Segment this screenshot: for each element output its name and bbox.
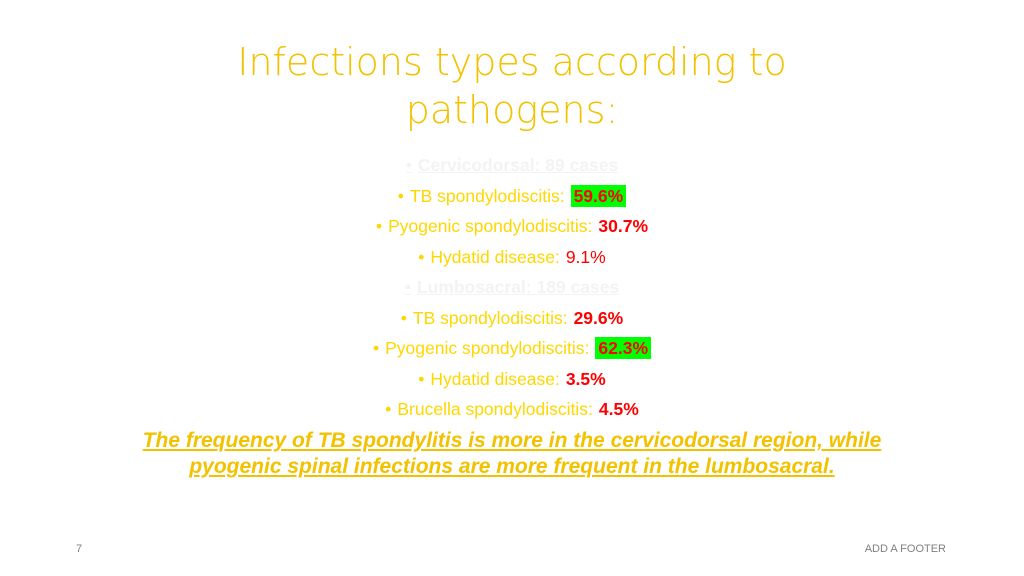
highlighted-value: 62.3% (595, 337, 652, 359)
bullet-value: 29.6% (573, 307, 624, 328)
bullet-icon: • (404, 277, 411, 297)
list-item: • TB spondylodiscitis: 29.6% (0, 303, 1024, 334)
conclusion-line-2: pyogenic spinal infections are more freq… (189, 455, 835, 478)
bullet-icon: • (418, 368, 425, 389)
list-item: • Pyogenic spondylodiscitis: 30.7% (0, 211, 1024, 242)
list-item: • Hydatid disease: 9.1% (0, 242, 1024, 273)
bullet-label: TB spondylodiscitis: (409, 185, 565, 206)
bullet-icon: • (375, 216, 383, 236)
title-line-1: Infections types according to (237, 40, 787, 84)
bullet-label: TB spondylodiscitis: (412, 307, 568, 328)
list-item: • Cervicodorsal: 89 cases (0, 150, 1024, 181)
section-heading-lumbosacral: Lumbosacral: 189 cases (416, 277, 620, 297)
list-item: • Brucella spondylodiscitis: 4.5% (0, 394, 1024, 425)
slide-title: Infections types according to pathogens: (0, 38, 1024, 134)
bullet-icon: • (400, 307, 407, 328)
bullet-icon: • (372, 338, 380, 358)
bullet-icon: • (405, 155, 412, 175)
bullet-icon: • (385, 399, 392, 419)
footer-text: ADD A FOOTER (864, 543, 946, 555)
conclusion-text: The frequency of TB spondylitis is more … (80, 428, 944, 480)
bullet-icon: • (397, 185, 404, 206)
section-heading-cervicodorsal: Cervicodorsal: 89 cases (417, 155, 619, 175)
slide-number: 7 (76, 543, 83, 555)
bullet-label: Hydatid disease: (430, 368, 560, 389)
bullet-value: 4.5% (598, 399, 639, 419)
highlighted-value: 59.6% (570, 184, 627, 207)
bullet-label: Hydatid disease: (430, 246, 560, 267)
bullet-label: Brucella spondylodiscitis: (397, 399, 593, 419)
bullet-label: Pyogenic spondylodiscitis: (388, 216, 593, 236)
list-item: • Hydatid disease: 3.5% (0, 364, 1024, 395)
bullet-value: 9.1% (565, 246, 606, 267)
bullet-icon: • (418, 246, 425, 267)
bullet-value: 30.7% (598, 216, 649, 236)
bullet-value: 3.5% (565, 368, 606, 389)
list-item: • Lumbosacral: 189 cases (0, 272, 1024, 303)
list-item: • Pyogenic spondylodiscitis: 62.3% (0, 333, 1024, 364)
bullet-list: • Cervicodorsal: 89 cases • TB spondylodis… (0, 150, 1024, 425)
bullet-label: Pyogenic spondylodiscitis: (385, 338, 590, 358)
title-line-2: pathogens: (405, 88, 619, 132)
list-item: • TB spondylodiscitis: 59.6% (0, 181, 1024, 212)
conclusion-line-1: The frequency of TB spondylitis is more … (142, 429, 882, 452)
